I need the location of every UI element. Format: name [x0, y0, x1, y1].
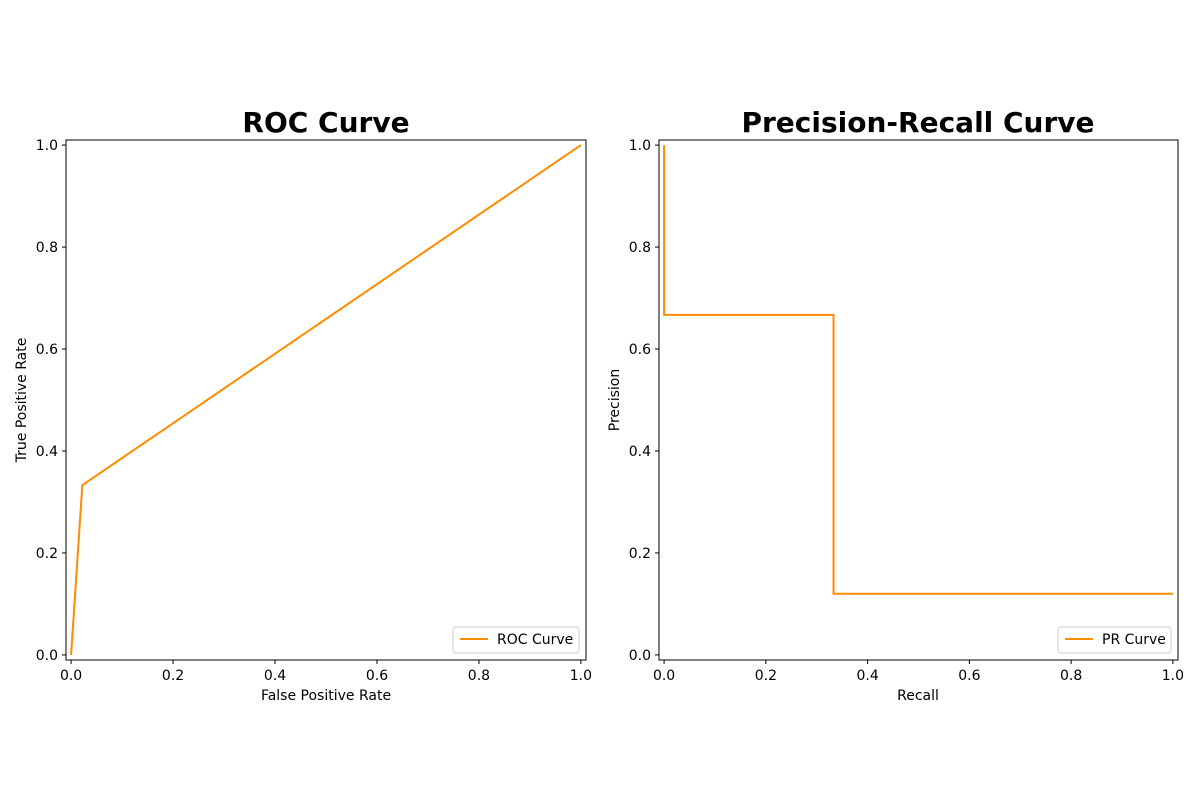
roc-y-tick-label: 0.6 — [36, 342, 58, 358]
pr-chart-title: Precision-Recall Curve — [741, 106, 1094, 139]
pr-x-axis-label: Recall — [897, 688, 939, 704]
pr-legend-label: PR Curve — [1102, 632, 1166, 648]
pr-plot-frame — [658, 139, 1179, 661]
pr-y-tick-label: 0.0 — [629, 648, 651, 664]
pr-x-tick-label: 0.0 — [653, 668, 675, 684]
pr-legend-box — [1057, 626, 1172, 654]
roc-plot-frame — [65, 139, 587, 661]
pr-ticks: 0.0 0.2 0.4 0.6 0.8 1.0 0.0 0.2 0.4 0.6 0.8 1.0 — [629, 138, 1184, 684]
pr-y-tick-label: 0.2 — [629, 546, 651, 562]
roc-chart-title: ROC Curve — [242, 106, 409, 139]
roc-x-tick-label: 0.2 — [162, 668, 184, 684]
roc-series-line — [70, 144, 582, 655]
roc-ticks: 0.0 0.2 0.4 0.6 0.8 1.0 0.0 0.2 0.4 0.6 0.8 1.0 — [36, 138, 592, 684]
pr-y-tick-label: 0.6 — [629, 342, 651, 358]
pr-y-tick-label: 1.0 — [629, 138, 651, 154]
pr-x-tick-label: 0.6 — [958, 668, 980, 684]
pr-x-tick-label: 0.8 — [1060, 668, 1082, 684]
roc-series — [70, 144, 582, 655]
pr-x-tick-label: 0.4 — [856, 668, 878, 684]
roc-x-tick-label: 1.0 — [570, 668, 592, 684]
roc-x-tick-label: 0.0 — [60, 668, 82, 684]
roc-y-tick-label: 1.0 — [36, 138, 58, 154]
pr-y-axis-label: Precision — [607, 369, 623, 431]
roc-x-tick-label: 0.4 — [264, 668, 286, 684]
pr-legend: PR Curve — [1057, 626, 1172, 654]
roc-y-tick-label: 0.4 — [36, 444, 58, 460]
roc-x-axis-label: False Positive Rate — [261, 688, 391, 704]
pr-y-tick-label: 0.8 — [629, 240, 651, 256]
roc-chart: ROC Curve False Positive Rate True Posit… — [14, 106, 592, 704]
pr-x-tick-label: 0.2 — [755, 668, 777, 684]
pr-series-line — [663, 145, 1173, 595]
roc-x-tick-label: 0.8 — [468, 668, 490, 684]
pr-chart: Precision-Recall Curve Recall Precision … — [607, 106, 1184, 704]
roc-x-tick-label: 0.6 — [366, 668, 388, 684]
pr-series — [663, 145, 1173, 595]
roc-y-tick-label: 0.8 — [36, 240, 58, 256]
roc-legend: ROC Curve — [452, 626, 580, 654]
roc-legend-box — [452, 626, 580, 654]
roc-y-tick-label: 0.2 — [36, 546, 58, 562]
roc-y-tick-label: 0.0 — [36, 648, 58, 664]
roc-y-axis-label: True Positive Rate — [14, 338, 30, 464]
roc-legend-label: ROC Curve — [497, 632, 573, 648]
pr-x-tick-label: 1.0 — [1162, 668, 1184, 684]
pr-y-tick-label: 0.4 — [629, 444, 651, 460]
